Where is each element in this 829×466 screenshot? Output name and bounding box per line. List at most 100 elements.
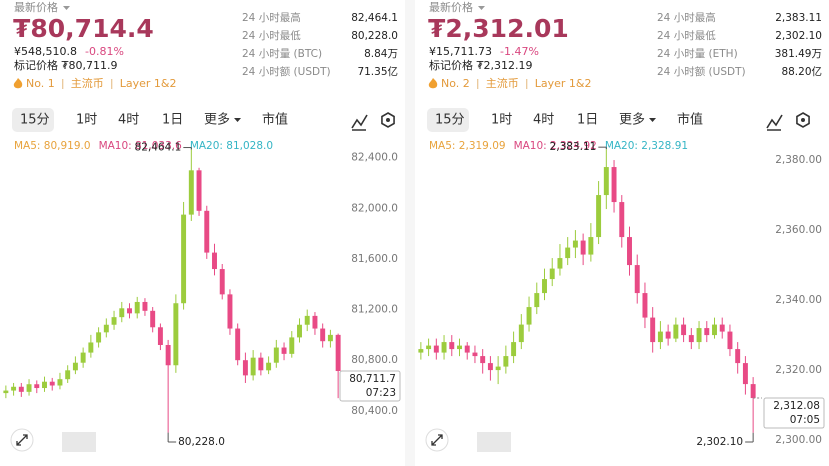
candle-body [549, 268, 555, 280]
candle-body [312, 315, 318, 329]
timeframe-tab[interactable]: 更多 [619, 112, 645, 128]
candle-body [227, 294, 233, 329]
tag[interactable]: 主流币 [486, 76, 519, 90]
stat-value: 71.35亿 [357, 65, 398, 78]
stat-value: 88.20亿 [781, 65, 822, 78]
last-price: ₮2,312.01 [428, 14, 569, 43]
stat-value: 82,464.1 [351, 12, 398, 24]
tag[interactable]: 主流币 [71, 76, 104, 90]
y-tick-label: 81,600.0 [351, 253, 398, 265]
candle-body [487, 363, 493, 371]
y-tick-label: 2,300.00 [775, 434, 822, 446]
timeframe-tab[interactable]: 1日 [162, 113, 183, 128]
timeframe-tab[interactable]: 1时 [491, 113, 512, 128]
high-label: 2,383.11 [550, 141, 597, 153]
candle-body [688, 335, 694, 343]
indicator-icon[interactable] [351, 114, 368, 131]
dropdown-caret[interactable] [649, 118, 657, 122]
candle-body [619, 202, 625, 238]
candle-body [219, 269, 225, 295]
indicator-icon[interactable] [766, 114, 783, 131]
timeframe-tab[interactable]: 1时 [76, 113, 97, 128]
dropdown-caret[interactable] [63, 6, 70, 10]
blurred-area [62, 432, 96, 452]
candle-body [188, 170, 194, 215]
dropdown-caret[interactable] [234, 118, 242, 122]
price-change: -1.47% [500, 45, 539, 58]
low-label: 80,228.0 [178, 436, 225, 448]
y-tick-label: 2,320.00 [775, 364, 822, 376]
candle-body [596, 195, 602, 238]
price-change: -0.81% [85, 45, 124, 58]
candle-body [457, 345, 462, 350]
ma-legend: MA20: 2,328.91 [605, 140, 688, 152]
candle-body [704, 328, 710, 336]
candle-body [3, 390, 9, 394]
candle-body [627, 237, 632, 266]
y-tick-label: 80,400.0 [351, 405, 398, 417]
timeframe-tab[interactable]: 1日 [577, 113, 598, 128]
settings-icon-dot [386, 118, 390, 122]
candle-body [480, 356, 486, 364]
cny-price: ¥548,510.8 [14, 45, 77, 58]
tag[interactable]: Layer 1&2 [535, 77, 592, 90]
stat-label: 24 小时最高 [657, 11, 716, 24]
stat-label: 24 小时额 (USDT) [657, 65, 746, 78]
tab-selected-bg [427, 108, 469, 132]
candle-body [542, 279, 547, 294]
candle-body [320, 328, 326, 342]
candle-body [173, 303, 179, 366]
candle-body [49, 381, 55, 386]
price-heading: 最新价格 [14, 0, 58, 14]
expand-icon [431, 434, 443, 446]
timeframe-tab[interactable]: 4时 [533, 113, 554, 128]
timeframe-tab[interactable]: 市值 [677, 112, 703, 128]
high-label: 82,464.1 [135, 142, 182, 154]
candle-body [304, 315, 310, 325]
candle-body [80, 352, 86, 363]
stat-value: 2,383.11 [775, 12, 822, 24]
candle-body [750, 384, 756, 399]
settings-icon[interactable] [796, 112, 810, 128]
expand-icon [16, 434, 28, 446]
low-label: 2,302.10 [696, 436, 743, 448]
candle-body [57, 379, 63, 386]
mark-price: 标记价格 ₮80,711.9 [14, 58, 117, 72]
candle-body [673, 324, 679, 339]
candle-body [565, 247, 571, 259]
candle-body [157, 327, 163, 345]
candle-body [518, 324, 524, 343]
candle-body [742, 363, 748, 385]
settings-icon-dot [801, 118, 805, 122]
candle-body [42, 381, 47, 389]
candle-body [634, 265, 640, 294]
candle-body [26, 384, 32, 392]
candle-body [503, 356, 509, 367]
timeframe-tab[interactable]: 15分 [20, 113, 50, 128]
candle-body [196, 170, 202, 211]
timeframe-tab[interactable]: 更多 [204, 112, 230, 128]
settings-icon[interactable] [381, 112, 395, 128]
dropdown-caret[interactable] [478, 6, 485, 10]
candle-body [281, 347, 287, 354]
stat-label: 24 小时最低 [657, 29, 716, 42]
tab-selected-bg [12, 108, 54, 132]
y-tick-label: 2,360.00 [775, 224, 822, 236]
candle-body [150, 310, 156, 328]
last-price-box [763, 397, 825, 429]
timeframe-tab[interactable]: 15分 [435, 113, 465, 128]
timeframe-tab[interactable]: 4时 [118, 113, 139, 128]
candle-body [103, 324, 109, 333]
candle-body [735, 349, 741, 364]
timeframe-tab[interactable]: 市值 [262, 112, 288, 128]
candle-body [418, 349, 424, 353]
candle-body [134, 301, 140, 314]
candle-body [204, 210, 210, 253]
candle-body [235, 328, 241, 361]
candle-body [127, 308, 132, 314]
tag[interactable]: Layer 1&2 [120, 77, 177, 90]
candle-body [495, 366, 501, 371]
candle-body [657, 331, 663, 343]
y-tick-label: 2,380.00 [775, 154, 822, 166]
